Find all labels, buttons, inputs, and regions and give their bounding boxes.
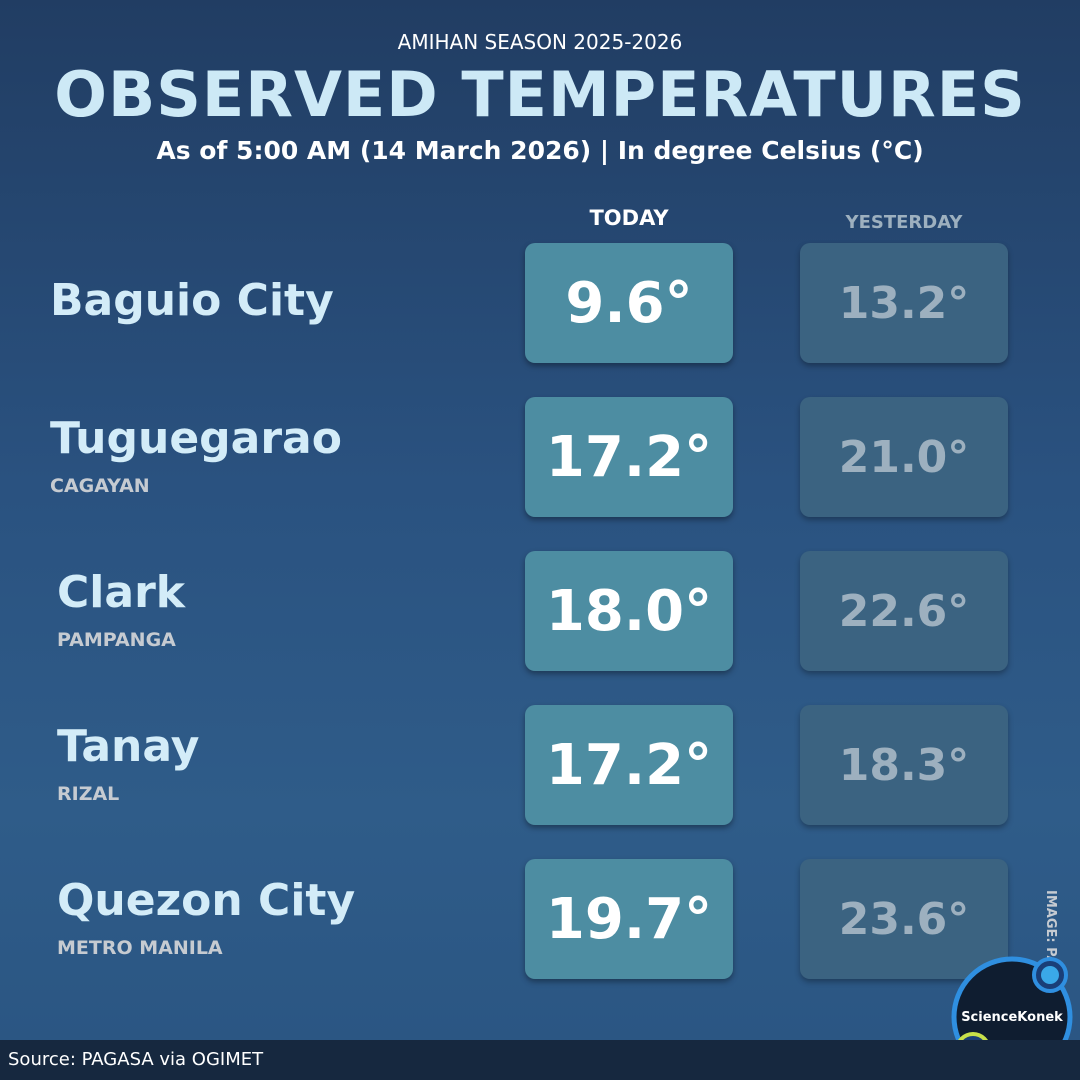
logo-text: ScienceKonek [961, 1010, 1063, 1025]
province-name: RIZAL [57, 783, 120, 805]
yesterday-cell: 13.2° [800, 243, 1008, 363]
city-name: Tuguegarao [50, 413, 342, 464]
today-cell: 17.2° [525, 397, 733, 517]
city-name: Tanay [57, 721, 200, 772]
subtitle: As of 5:00 AM (14 March 2026) | In degre… [156, 136, 924, 165]
yesterday-cell: 18.3° [800, 705, 1008, 825]
province-name: PAMPANGA [57, 629, 176, 651]
province-name: CAGAYAN [50, 475, 150, 497]
yesterday-cell: 22.6° [800, 551, 1008, 671]
today-cell: 19.7° [525, 859, 733, 979]
yesterday-cell: 21.0° [800, 397, 1008, 517]
footer: Source: PAGASA via OGIMET [0, 1040, 1080, 1080]
city-name: Quezon City [57, 875, 356, 926]
today-cell: 9.6° [525, 243, 733, 363]
yesterday-cell: 23.6° [800, 859, 1008, 979]
city-name: Baguio City [50, 275, 334, 326]
province-name: METRO MANILA [57, 937, 223, 959]
city-name: Clark [57, 567, 186, 618]
column-header: YESTERDAY [845, 212, 963, 233]
title: OBSERVED TEMPERATURES [54, 58, 1026, 131]
today-cell: 18.0° [525, 551, 733, 671]
kicker: AMIHAN SEASON 2025-2026 [397, 30, 683, 54]
column-header: TODAY [589, 206, 669, 230]
today-cell: 17.2° [525, 705, 733, 825]
